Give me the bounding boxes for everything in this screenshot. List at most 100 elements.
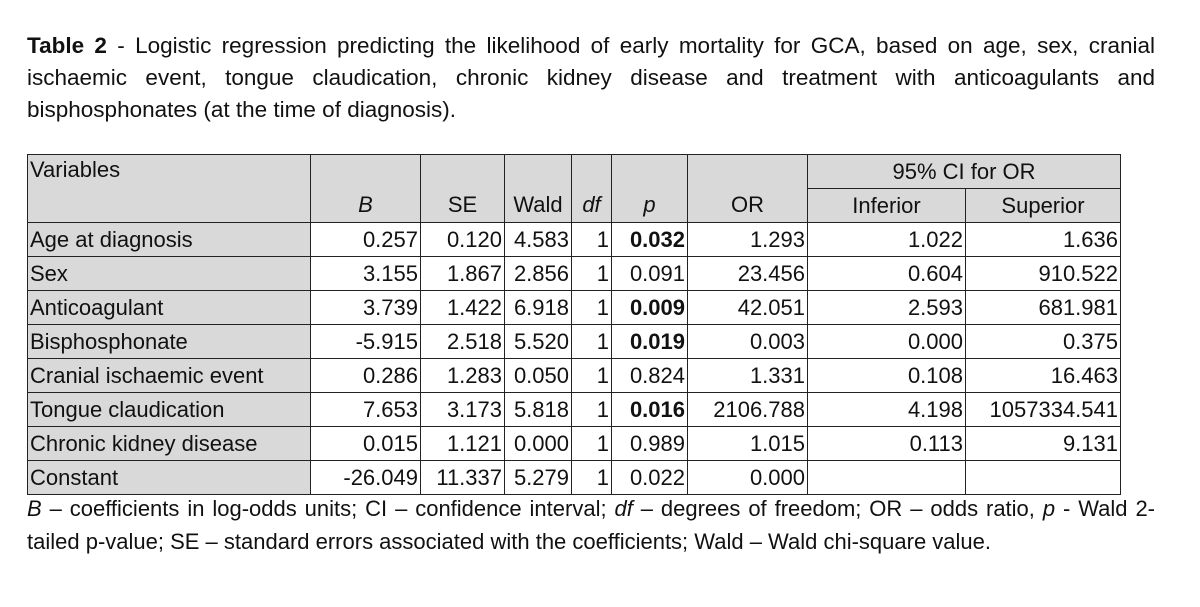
variable-cell: Tongue claudication xyxy=(27,392,311,427)
header-spacer xyxy=(420,154,505,189)
se-cell: 0.120 xyxy=(420,222,505,257)
or-cell: 23.456 xyxy=(687,256,808,291)
table-footnote: B – coefficients in log-odds units; CI –… xyxy=(27,492,1155,558)
variables-header: Variables xyxy=(27,154,311,223)
df-cell: 1 xyxy=(571,358,612,393)
footnote-b-symbol: B xyxy=(27,496,42,521)
footnote-p-symbol: p xyxy=(1042,496,1056,521)
header-spacer xyxy=(310,154,421,189)
wald-cell: 4.583 xyxy=(504,222,572,257)
b-cell: -5.915 xyxy=(310,324,421,359)
df-cell: 1 xyxy=(571,290,612,325)
p-cell: 0.019 xyxy=(611,324,688,359)
inferior-cell: 4.198 xyxy=(807,392,966,427)
superior-cell: 910.522 xyxy=(965,256,1121,291)
p-cell: 0.824 xyxy=(611,358,688,393)
header-spacer xyxy=(687,154,808,189)
wald-cell: 0.000 xyxy=(504,426,572,461)
inferior-cell: 0.108 xyxy=(807,358,966,393)
col-header-b: B xyxy=(310,188,421,223)
header-spacer xyxy=(611,154,688,189)
or-cell: 2106.788 xyxy=(687,392,808,427)
or-cell: 1.293 xyxy=(687,222,808,257)
header-row-top: Variables 95% CI for OR xyxy=(27,154,1121,223)
col-header-df: df xyxy=(571,188,612,223)
variable-cell: Sex xyxy=(27,256,311,291)
inferior-cell: 0.000 xyxy=(807,324,966,359)
footnote-df-symbol: df xyxy=(614,496,633,521)
p-cell: 0.009 xyxy=(611,290,688,325)
se-cell: 1.121 xyxy=(420,426,505,461)
wald-cell: 5.279 xyxy=(504,460,572,495)
table-row: Bisphosphonate -5.915 2.518 5.520 1 0.019 0.00… xyxy=(27,324,1121,359)
b-cell: 7.653 xyxy=(310,392,421,427)
df-cell: 1 xyxy=(571,426,612,461)
variable-cell: Chronic kidney disease xyxy=(27,426,311,461)
col-header-superior: Superior xyxy=(965,188,1121,223)
se-cell: 11.337 xyxy=(420,460,505,495)
table-row: Age at diagnosis 0.257 0.120 4.583 1 0.032 1.2… xyxy=(27,222,1121,257)
superior-cell: 1.636 xyxy=(965,222,1121,257)
p-cell: 0.016 xyxy=(611,392,688,427)
variable-cell: Constant xyxy=(27,460,311,495)
table-row: Anticoagulant 3.739 1.422 6.918 1 0.009 42.051… xyxy=(27,290,1121,325)
df-cell: 1 xyxy=(571,460,612,495)
inferior-cell: 0.604 xyxy=(807,256,966,291)
p-cell: 0.091 xyxy=(611,256,688,291)
se-cell: 3.173 xyxy=(420,392,505,427)
superior-cell: 1057334.541 xyxy=(965,392,1121,427)
ci-group-header: 95% CI for OR xyxy=(807,154,1121,189)
df-cell: 1 xyxy=(571,222,612,257)
table-row: Chronic kidney disease 0.015 1.121 0.000 1 0.… xyxy=(27,426,1121,461)
b-cell: 0.015 xyxy=(310,426,421,461)
wald-cell: 6.918 xyxy=(504,290,572,325)
header-spacer xyxy=(571,154,612,189)
wald-cell: 5.818 xyxy=(504,392,572,427)
regression-table: Variables 95% CI for OR B SE Wald df p O… xyxy=(27,154,1121,495)
p-cell: 0.032 xyxy=(611,222,688,257)
wald-cell: 2.856 xyxy=(504,256,572,291)
superior-cell xyxy=(965,460,1121,495)
inferior-cell xyxy=(807,460,966,495)
col-header-se: SE xyxy=(420,188,505,223)
table-row: Constant -26.049 11.337 5.279 1 0.022 0.000 xyxy=(27,460,1121,495)
or-cell: 1.015 xyxy=(687,426,808,461)
b-cell: 0.286 xyxy=(310,358,421,393)
se-cell: 1.283 xyxy=(420,358,505,393)
se-cell: 1.867 xyxy=(420,256,505,291)
b-cell: 3.155 xyxy=(310,256,421,291)
wald-cell: 5.520 xyxy=(504,324,572,359)
col-header-p: p xyxy=(611,188,688,223)
table-label: Table 2 xyxy=(27,33,107,58)
col-header-or: OR xyxy=(687,188,808,223)
table-row: Tongue claudication 7.653 3.173 5.818 1 0.016… xyxy=(27,392,1121,427)
header-spacer xyxy=(504,154,572,189)
p-cell: 0.989 xyxy=(611,426,688,461)
variable-cell: Age at diagnosis xyxy=(27,222,311,257)
wald-cell: 0.050 xyxy=(504,358,572,393)
variable-cell: Cranial ischaemic event xyxy=(27,358,311,393)
p-cell: 0.022 xyxy=(611,460,688,495)
col-header-inferior: Inferior xyxy=(807,188,966,223)
or-cell: 0.000 xyxy=(687,460,808,495)
superior-cell: 681.981 xyxy=(965,290,1121,325)
footnote-b-definition: – coefficients in log-odds units; CI – c… xyxy=(41,496,615,521)
footnote-p-definition: - Wald 2-tailed p-value; SE – standard e… xyxy=(27,496,1156,554)
col-header-wald: Wald xyxy=(504,188,572,223)
df-cell: 1 xyxy=(571,256,612,291)
se-cell: 1.422 xyxy=(420,290,505,325)
table-caption: Table 2 - Logistic regression predicting… xyxy=(27,30,1155,126)
df-cell: 1 xyxy=(571,392,612,427)
variable-cell: Bisphosphonate xyxy=(27,324,311,359)
or-cell: 0.003 xyxy=(687,324,808,359)
superior-cell: 16.463 xyxy=(965,358,1121,393)
variable-cell: Anticoagulant xyxy=(27,290,311,325)
inferior-cell: 0.113 xyxy=(807,426,966,461)
superior-cell: 0.375 xyxy=(965,324,1121,359)
caption-text: - Logistic regression predicting the lik… xyxy=(27,33,1155,122)
or-cell: 42.051 xyxy=(687,290,808,325)
inferior-cell: 2.593 xyxy=(807,290,966,325)
se-cell: 2.518 xyxy=(420,324,505,359)
footnote-df-definition: – degrees of freedom; OR – odds ratio, xyxy=(632,496,1043,521)
df-cell: 1 xyxy=(571,324,612,359)
